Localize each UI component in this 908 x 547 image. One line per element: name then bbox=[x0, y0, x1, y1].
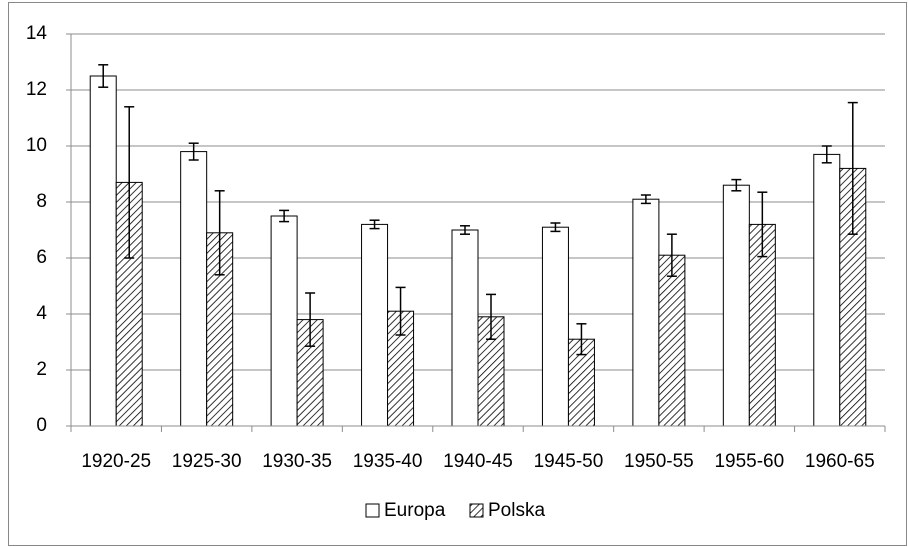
error-bar bbox=[666, 233, 677, 277]
error-bar bbox=[821, 145, 832, 164]
y-tick-label: 12 bbox=[26, 79, 47, 100]
error-bar bbox=[395, 286, 406, 336]
bar bbox=[451, 229, 479, 427]
error-bar bbox=[576, 323, 587, 356]
y-tick-label: 4 bbox=[36, 303, 47, 324]
bar bbox=[270, 215, 298, 427]
bar bbox=[658, 254, 686, 427]
x-tick-label: 1920-25 bbox=[81, 451, 151, 472]
error-bar bbox=[188, 142, 199, 161]
x-tick-label: 1935-40 bbox=[353, 451, 423, 472]
y-tick-label: 0 bbox=[36, 415, 47, 436]
x-tick-label: 1950-55 bbox=[624, 451, 694, 472]
error-bar bbox=[486, 293, 496, 340]
y-tick-label: 8 bbox=[36, 191, 47, 212]
bar bbox=[632, 198, 660, 427]
error-bar bbox=[640, 194, 651, 205]
bar bbox=[748, 223, 776, 427]
bar bbox=[813, 153, 841, 427]
y-tick-label: 14 bbox=[26, 23, 48, 44]
y-tick-label: 6 bbox=[36, 247, 47, 268]
x-tick-label: 1960-65 bbox=[805, 451, 875, 472]
error-bar bbox=[124, 106, 135, 259]
error-bar bbox=[550, 222, 561, 233]
error-bar bbox=[731, 178, 742, 192]
error-bar bbox=[847, 101, 858, 235]
legend-swatch bbox=[365, 503, 380, 518]
legend-swatch bbox=[469, 503, 484, 518]
legend-label: Polska bbox=[488, 500, 545, 521]
error-bar bbox=[279, 209, 290, 223]
y-tick-label: 2 bbox=[36, 359, 47, 380]
legend-label: Europa bbox=[384, 500, 446, 521]
x-tick-label: 1945-50 bbox=[534, 451, 604, 472]
error-bar bbox=[757, 191, 768, 258]
y-tick-label: 10 bbox=[26, 135, 47, 156]
bar bbox=[722, 184, 750, 427]
x-tick-label: 1955-60 bbox=[714, 451, 784, 472]
x-tick-label: 1930-35 bbox=[262, 451, 332, 472]
bar bbox=[541, 226, 569, 427]
error-bar bbox=[98, 64, 109, 88]
error-bar bbox=[369, 219, 380, 230]
error-bar bbox=[460, 225, 470, 235]
x-tick-label: 1940-45 bbox=[443, 451, 513, 472]
bar bbox=[180, 151, 208, 427]
error-bar bbox=[305, 292, 316, 347]
error-bar bbox=[214, 190, 225, 276]
bar bbox=[89, 75, 117, 427]
bar bbox=[361, 223, 389, 427]
x-tick-label: 1925-30 bbox=[172, 451, 242, 472]
